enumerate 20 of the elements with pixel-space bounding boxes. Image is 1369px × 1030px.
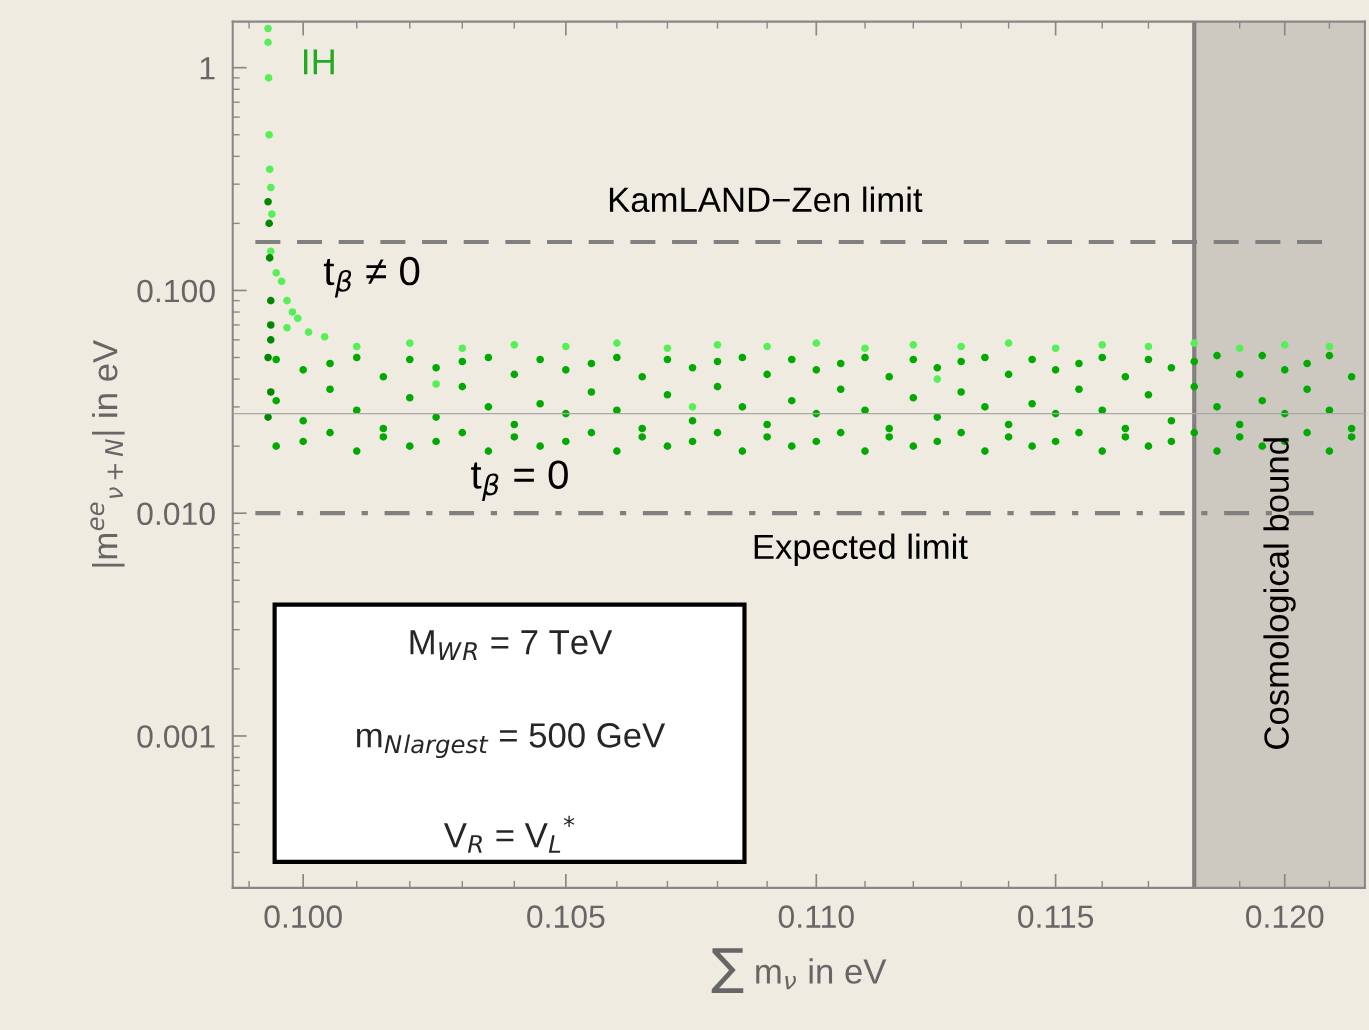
band-label: Cosmological bound bbox=[1263, 438, 1296, 749]
x-axis-title: ∑ m$_{ν}$ in eV bbox=[711, 948, 887, 993]
annotation: M$_{WR}$ = 7 TeV bbox=[410, 630, 613, 660]
x-tick-label: 0.120 bbox=[1246, 905, 1324, 928]
annotation: V$_{R}$ = V$_{L}$$^{*}$ bbox=[443, 815, 575, 853]
ref-line-label: Expected limit bbox=[754, 533, 968, 566]
annotation: t$_{β}$ ≠ 0 bbox=[323, 256, 420, 298]
x-tick-label: 0.110 bbox=[778, 905, 854, 928]
y-axis-title: |m$^{ee}$$_{ν+N}$| in eV bbox=[90, 340, 125, 567]
x-tick-label: 0.100 bbox=[264, 905, 342, 928]
x-tick-label: 0.115 bbox=[1018, 905, 1094, 928]
annotation: t$_{β}$ = 0 bbox=[471, 460, 568, 501]
y-tick-label: 0.001 bbox=[137, 725, 215, 748]
annotation: IH bbox=[303, 49, 334, 75]
x-tick-label: 0.105 bbox=[527, 905, 605, 928]
annotation: m$_{Nlargest}$ = 500 GeV bbox=[357, 723, 666, 759]
ref-line-label: KamLAND−Zen limit bbox=[609, 186, 923, 213]
y-tick-label: 0.010 bbox=[137, 502, 215, 526]
y-tick-label: 1 bbox=[200, 57, 215, 80]
y-tick-label: 0.100 bbox=[137, 279, 215, 303]
